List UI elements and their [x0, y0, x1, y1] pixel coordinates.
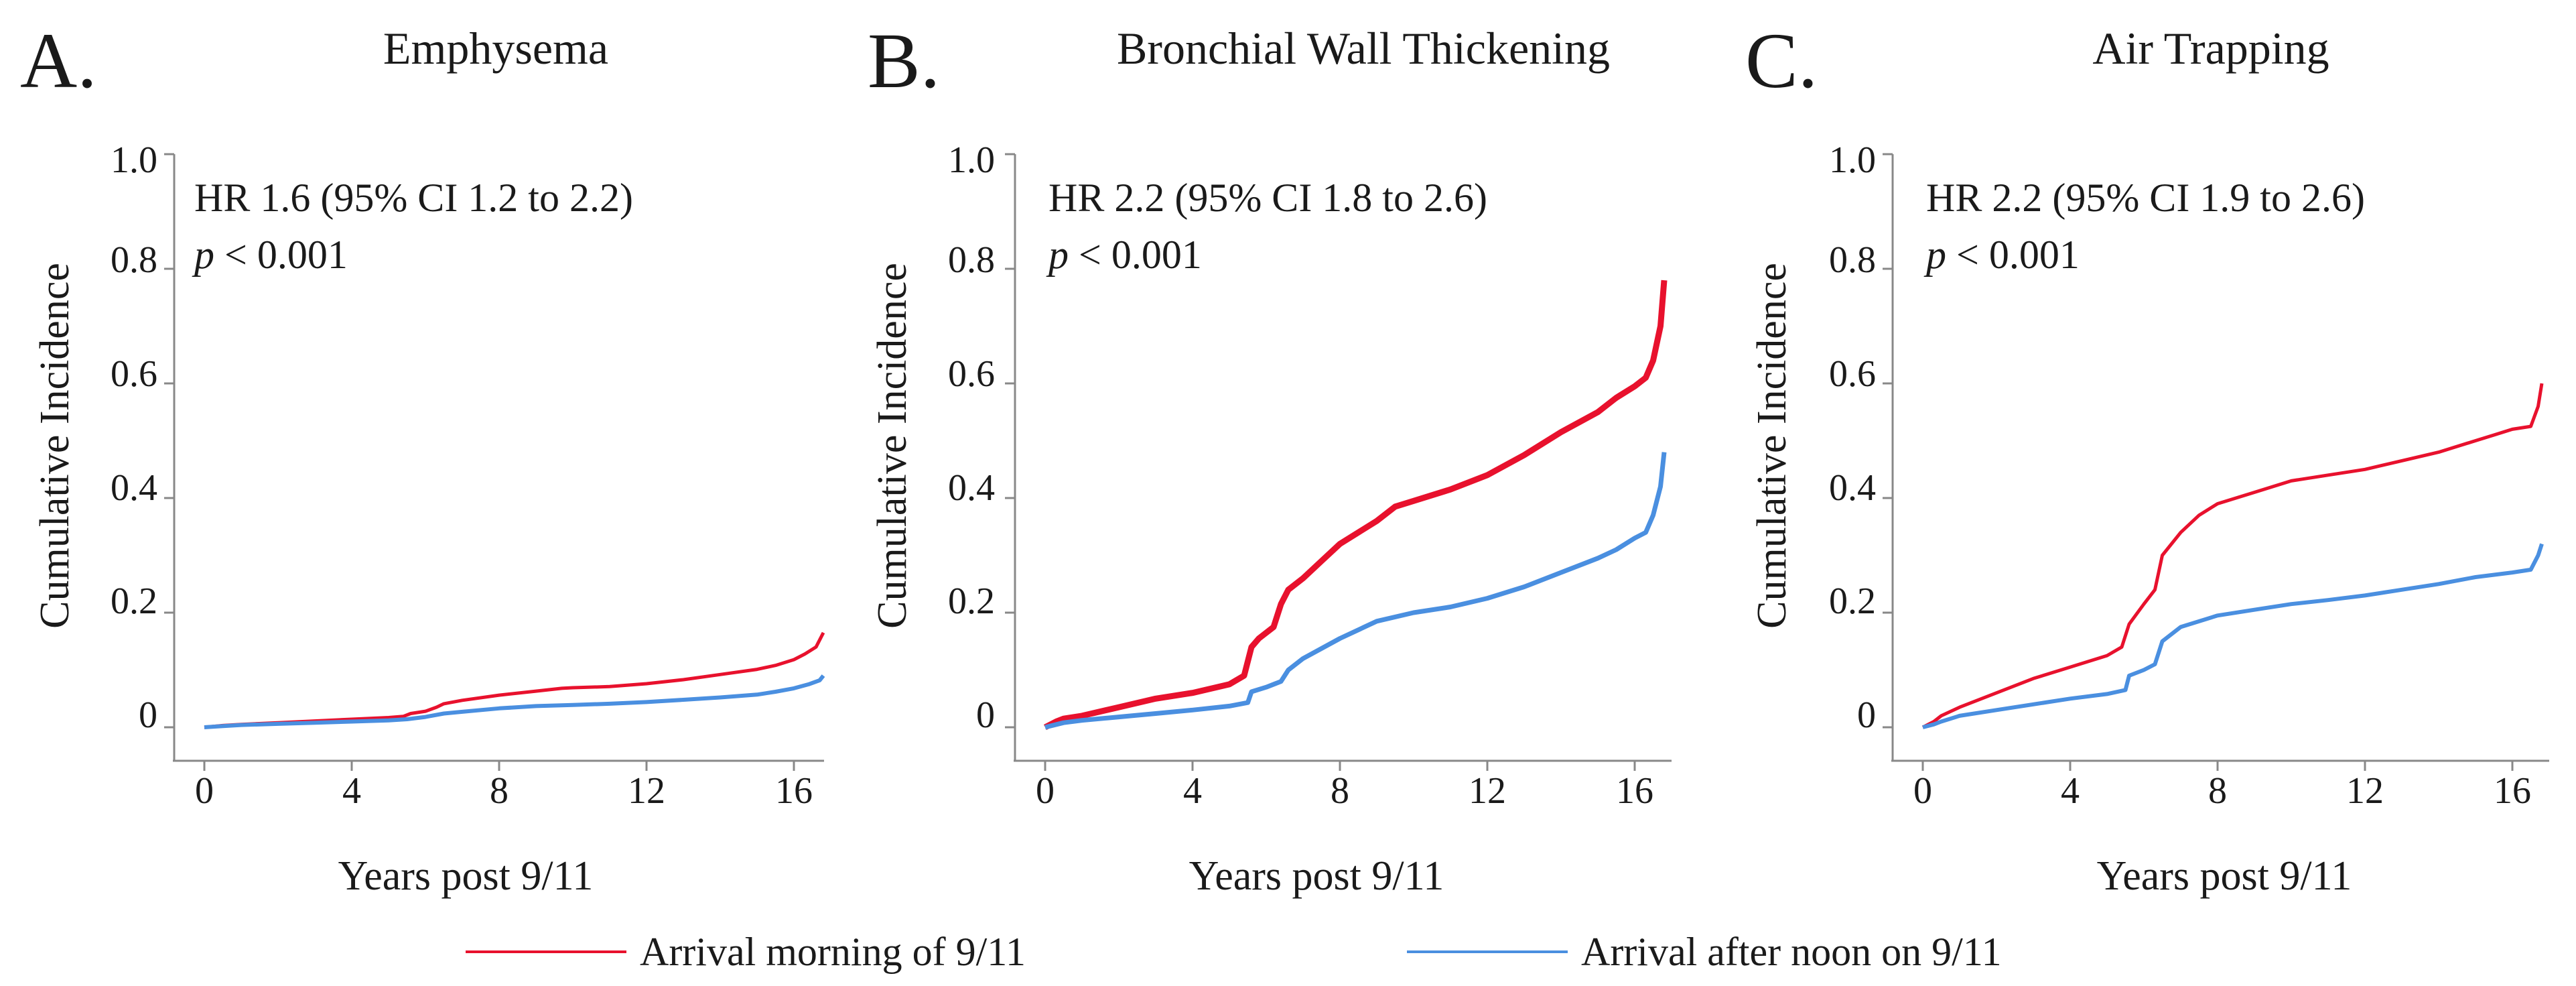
p-symbol: p — [1923, 233, 1946, 277]
x-axis-label: Years post 9/11 — [1189, 853, 1444, 899]
y-tick-label: 0.2 — [111, 580, 157, 622]
y-axis-label: Cumulative Incidence — [870, 263, 915, 629]
series-line-after-noon — [1044, 452, 1667, 730]
panel-air-trapping: C. Air Trapping 0 0.2 0.4 0.6 0.8 1.0 0 … — [1745, 17, 2549, 899]
y-tick-label: 0 — [139, 694, 157, 736]
chart-title: Air Trapping — [2092, 23, 2329, 74]
y-tick-label: 0 — [976, 694, 995, 736]
x-tick-label: 12 — [1469, 770, 1506, 812]
y-tick-label: 1.0 — [948, 139, 995, 181]
x-tick-label: 12 — [628, 770, 665, 812]
series-line-after-noon — [1922, 543, 2544, 729]
panel-letter: A. — [20, 17, 97, 105]
x-axis-label: Years post 9/11 — [338, 853, 594, 899]
x-tick-label: 16 — [775, 770, 813, 812]
p-value-text: p < 0.001 — [1923, 233, 2080, 277]
x-axis-label: Years post 9/11 — [2097, 853, 2352, 899]
chart-title: Emphysema — [383, 23, 608, 74]
x-tick-label: 0 — [1913, 770, 1932, 812]
y-tick-label: 0.4 — [948, 467, 995, 509]
y-tick-label: 0 — [1857, 694, 1876, 736]
y-axis-label: Cumulative Incidence — [1749, 263, 1795, 629]
panel-letter: B. — [868, 17, 940, 105]
x-tick-label: 16 — [1616, 770, 1653, 812]
series-line-morning — [1043, 280, 1668, 731]
x-tick-label: 12 — [2346, 770, 2384, 812]
y-tick-label: 0.4 — [111, 467, 157, 509]
p-value-text: p < 0.001 — [1046, 233, 1202, 277]
x-tick-label: 8 — [1331, 770, 1349, 812]
hazard-ratio-text: HR 2.2 (95% CI 1.8 to 2.6) — [1048, 176, 1487, 220]
x-tick-label: 16 — [2494, 770, 2531, 812]
chart-title: Bronchial Wall Thickening — [1117, 23, 1610, 74]
y-tick-label: 0.2 — [1829, 580, 1876, 622]
x-tick-label: 4 — [342, 770, 361, 812]
y-tick-label: 0.6 — [1829, 353, 1876, 395]
y-tick-label: 1.0 — [1829, 139, 1876, 181]
legend-item-afternoon: Arrival after noon on 9/11 — [1407, 930, 2002, 974]
x-tick-label: 4 — [1183, 770, 1202, 812]
y-tick-label: 0.8 — [1829, 239, 1876, 281]
x-tick-label: 0 — [195, 770, 214, 812]
y-tick-label: 0.8 — [948, 239, 995, 281]
x-tick-label: 4 — [2061, 770, 2080, 812]
panel-emphysema: A. Emphysema 0 0.2 0.4 0.6 0.8 1.0 0 4 8… — [20, 17, 825, 899]
y-tick-label: 0.8 — [111, 239, 157, 281]
x-tick-label: 8 — [490, 770, 509, 812]
p-value: < 0.001 — [1069, 233, 1202, 277]
y-tick-label: 0.6 — [111, 353, 157, 395]
p-symbol: p — [1046, 233, 1069, 277]
legend: Arrival morning of 9/11 Arrival after no… — [466, 930, 2002, 974]
series-line-morning — [204, 631, 825, 729]
x-tick-label: 0 — [1036, 770, 1055, 812]
series-line-morning — [1921, 383, 2544, 729]
y-tick-label: 0.4 — [1829, 467, 1876, 509]
x-tick-label: 8 — [2208, 770, 2227, 812]
p-value: < 0.001 — [214, 233, 348, 277]
hazard-ratio-text: HR 1.6 (95% CI 1.2 to 2.2) — [194, 176, 633, 220]
series-line-after-noon — [204, 674, 825, 729]
legend-label-morning: Arrival morning of 9/11 — [640, 930, 1026, 974]
panel-bronchial-wall-thickening: B. Bronchial Wall Thickening 0 0.2 0.4 0… — [868, 17, 1672, 899]
y-tick-label: 1.0 — [111, 139, 157, 181]
p-value: < 0.001 — [1946, 233, 2080, 277]
hazard-ratio-text: HR 2.2 (95% CI 1.9 to 2.6) — [1926, 176, 2365, 220]
p-value-text: p < 0.001 — [192, 233, 348, 277]
legend-item-morning: Arrival morning of 9/11 — [466, 930, 1026, 974]
y-tick-label: 0.2 — [948, 580, 995, 622]
panel-letter: C. — [1745, 17, 1818, 105]
y-tick-label: 0.6 — [948, 353, 995, 395]
p-symbol: p — [192, 233, 214, 277]
y-axis-label: Cumulative Incidence — [32, 263, 78, 629]
legend-label-afternoon: Arrival after noon on 9/11 — [1581, 930, 2002, 974]
